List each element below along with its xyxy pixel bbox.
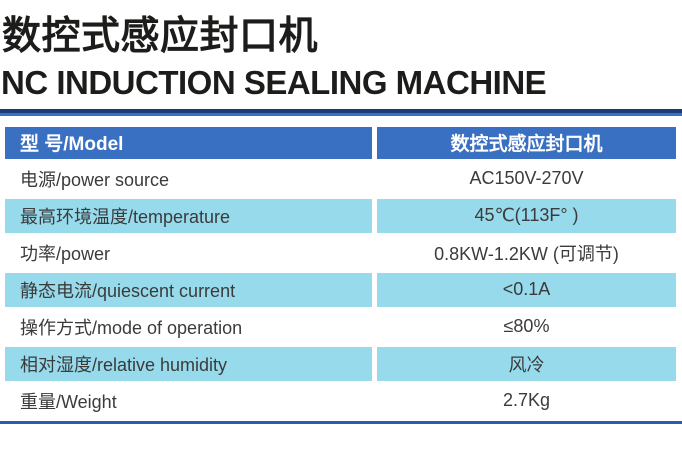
- table-row: 重量/Weight 2.7Kg: [5, 384, 676, 418]
- spec-label-weight: 重量/Weight: [20, 391, 117, 412]
- spec-label-quiescent-current: 静态电流/quiescent current: [5, 272, 372, 307]
- title-divider-rule: [0, 108, 682, 116]
- spec-value-weight: 2.7Kg: [502, 390, 551, 411]
- spec-label-power-source: 电源/power source: [20, 169, 170, 190]
- spec-label-mode-of-operation: 操作方式/mode of operation: [20, 317, 243, 338]
- table-row: 操作方式/mode of operation ≤80%: [5, 310, 676, 344]
- spec-value-power: 0.8KW-1.2KW (可调节): [434, 243, 619, 264]
- spec-value-relative-humidity: 风冷: [377, 346, 676, 381]
- table-bottom-rule: [0, 420, 682, 424]
- table-row: 静态电流/quiescent current <0.1A: [5, 272, 676, 307]
- spec-label-temperature: 最高环境温度/temperature: [5, 198, 372, 233]
- model-name-cell: 数控式感应封口机: [377, 126, 676, 159]
- spec-value-quiescent-current: <0.1A: [377, 272, 676, 307]
- table-row: 相对湿度/relative humidity 风冷: [5, 346, 676, 381]
- spec-label-power: 功率/power: [20, 243, 111, 264]
- table-header-row: 型 号/Model 数控式感应封口机: [5, 126, 676, 159]
- page-title-chinese: 数控式感应封口机: [2, 15, 319, 58]
- model-header-cell: 型 号/Model: [5, 126, 372, 159]
- spec-value-power-source: AC150V-270V: [469, 168, 584, 189]
- table-row: 电源/power source AC150V-270V: [5, 162, 676, 196]
- page-title-english: NC INDUCTION SEALING MACHINE: [1, 63, 547, 101]
- spec-label-relative-humidity: 相对湿度/relative humidity: [5, 346, 372, 381]
- table-row: 最高环境温度/temperature 45℃(113F° ): [5, 198, 676, 233]
- table-row: 功率/power 0.8KW-1.2KW (可调节): [5, 236, 676, 270]
- spec-value-temperature: 45℃(113F° ): [377, 198, 676, 233]
- spec-value-mode-of-operation: ≤80%: [503, 316, 550, 337]
- spec-table: 型 号/Model 数控式感应封口机 电源/power source AC150…: [5, 126, 676, 418]
